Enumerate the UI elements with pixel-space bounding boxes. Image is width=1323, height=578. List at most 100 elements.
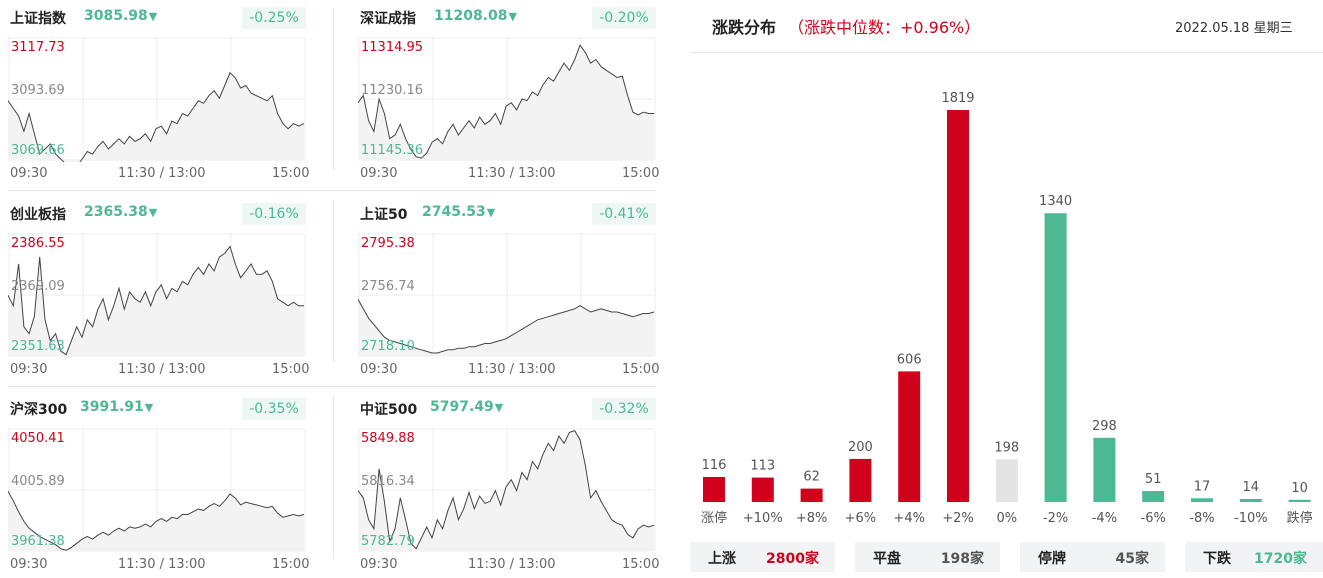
price-low-label: 3069.66	[11, 143, 65, 158]
down-arrow-icon: ▼	[508, 10, 517, 23]
median-change-subtitle: （涨跌中位数：+0.96%）	[788, 18, 981, 37]
time-start-label: 09:30	[360, 557, 398, 572]
time-end-label: 15:00	[272, 362, 310, 377]
stat-suspended-value: 45家	[1115, 551, 1149, 567]
index-value-number: 3991.91	[80, 399, 144, 415]
distribution-bar-chart: 116 涨停 113 +10% 62 +8% 200 +6% 606 +4% 1819 +2% 198 0…	[701, 91, 1313, 526]
index-value: 11208.08▼	[434, 8, 517, 24]
intraday-line-chart	[8, 428, 306, 552]
index-value-number: 3085.98	[84, 8, 148, 24]
price-prev-close-label: 4005.89	[11, 474, 65, 489]
index-value-number: 2745.53	[422, 204, 486, 220]
index-panel[interactable]: 沪深300 3991.91▼ -0.35% 4050.41 4005.89 3961.38…	[8, 391, 310, 577]
intraday-line-chart	[358, 233, 656, 357]
distribution-bar	[1191, 498, 1213, 502]
bar-category-label: 涨停	[701, 510, 727, 526]
price-line	[8, 245, 304, 356]
distribution-bar	[1044, 213, 1067, 502]
price-high-label: 4050.41	[11, 431, 65, 446]
time-start-label: 09:30	[10, 362, 48, 377]
index-header: 上证50 2745.53▼ -0.41%	[360, 203, 656, 226]
price-low-label: 5782.79	[361, 534, 415, 549]
price-high-label: 5849.88	[361, 431, 415, 446]
index-panel[interactable]: 中证500 5797.49▼ -0.32% 5849.88 5816.34 5782.79…	[358, 391, 660, 577]
price-low-label: 11145.36	[361, 143, 424, 158]
bar-category-label: -4%	[1092, 511, 1117, 526]
bar-value-label: 116	[702, 458, 727, 473]
index-header: 沪深300 3991.91▼ -0.35%	[10, 398, 306, 421]
price-area-fill	[358, 299, 654, 356]
time-end-label: 15:00	[272, 557, 310, 572]
down-arrow-icon: ▼	[148, 206, 158, 219]
bar-category-label: +10%	[743, 511, 783, 526]
bar-category-label: -6%	[1141, 511, 1166, 526]
stat-up-value: 2800家	[766, 551, 819, 567]
index-value: 3991.91▼	[80, 399, 153, 415]
time-start-label: 09:30	[10, 166, 48, 181]
bar-value-label: 17	[1194, 479, 1211, 494]
distribution-bar	[1239, 499, 1262, 502]
bar-category-label: -2%	[1043, 511, 1068, 526]
distribution-bar	[751, 477, 774, 502]
time-end-label: 15:00	[622, 557, 660, 572]
distribution-bar	[995, 459, 1018, 502]
bar-value-label: 62	[803, 470, 820, 485]
index-name: 上证指数	[10, 11, 66, 27]
distribution-bar	[800, 488, 823, 502]
time-end-label: 15:00	[622, 362, 660, 377]
price-area-fill	[358, 430, 654, 551]
bar-value-label: 200	[848, 440, 873, 455]
price-high-label: 11314.95	[361, 40, 424, 55]
price-low-label: 2351.63	[11, 339, 65, 354]
price-prev-close-label: 2369.09	[11, 279, 65, 294]
index-panel[interactable]: 创业板指 2365.38▼ -0.16% 2386.55 2369.09 2351.63 0…	[8, 196, 310, 382]
time-start-label: 09:30	[360, 166, 398, 181]
index-change-pct: -0.20%	[592, 7, 656, 29]
intraday-line-chart	[358, 37, 656, 161]
price-low-label: 2718.10	[361, 339, 415, 354]
index-panel[interactable]: 上证50 2745.53▼ -0.41% 2795.38 2756.74 2718.10 0…	[358, 196, 660, 382]
bar-category-label: -8%	[1189, 511, 1214, 526]
time-mid-label: 11:30 / 13:00	[118, 557, 206, 572]
stat-up: 上涨 2800家	[690, 542, 835, 572]
price-line	[358, 44, 654, 159]
price-high-label: 3117.73	[11, 40, 65, 55]
price-line	[8, 71, 305, 162]
index-change-pct: -0.16%	[242, 203, 306, 225]
stat-down: 下跌 1720家	[1185, 542, 1323, 572]
index-name: 创业板指	[10, 207, 66, 223]
time-mid-label: 11:30 / 13:00	[118, 362, 206, 377]
time-mid-label: 11:30 / 13:00	[468, 557, 556, 572]
index-value: 2745.53▼	[422, 204, 495, 220]
index-value-number: 5797.49	[430, 399, 494, 415]
index-header: 上证指数 3085.98▼ -0.25%	[10, 7, 306, 30]
price-area-fill	[8, 491, 304, 551]
time-mid-label: 11:30 / 13:00	[468, 362, 556, 377]
bar-value-label: 1340	[1039, 194, 1072, 209]
bar-value-label: 113	[750, 459, 775, 474]
bar-value-label: 14	[1243, 480, 1260, 495]
price-line	[8, 490, 305, 551]
column-divider	[333, 200, 334, 362]
index-header: 创业板指 2365.38▼ -0.16%	[10, 203, 306, 226]
index-change-pct: -0.25%	[242, 7, 306, 29]
column-divider	[333, 8, 334, 170]
stat-down-label: 下跌	[1203, 551, 1231, 567]
bar-category-label: -10%	[1234, 511, 1268, 526]
distribution-bar	[1093, 437, 1116, 502]
price-prev-close-label: 3093.69	[11, 83, 65, 98]
index-name: 中证500	[360, 402, 418, 418]
down-arrow-icon: ▼	[486, 206, 496, 219]
stat-suspended: 停牌 45家	[1020, 542, 1165, 572]
price-prev-close-label: 11230.16	[361, 83, 424, 98]
time-mid-label: 11:30 / 13:00	[118, 166, 206, 181]
index-name: 深证成指	[360, 11, 416, 27]
distribution-bar	[703, 477, 725, 502]
price-prev-close-label: 2756.74	[361, 279, 415, 294]
stat-suspended-label: 停牌	[1038, 551, 1066, 567]
index-panel[interactable]: 上证指数 3085.98▼ -0.25% 3117.73 3093.69 3069.66 0…	[8, 0, 310, 186]
bar-category-label: +6%	[845, 511, 877, 526]
time-end-label: 15:00	[272, 166, 310, 181]
index-panel[interactable]: 深证成指 11208.08▼ -0.20% 11314.95 11230.16 11145…	[358, 0, 659, 186]
index-change-pct: -0.41%	[592, 203, 656, 225]
